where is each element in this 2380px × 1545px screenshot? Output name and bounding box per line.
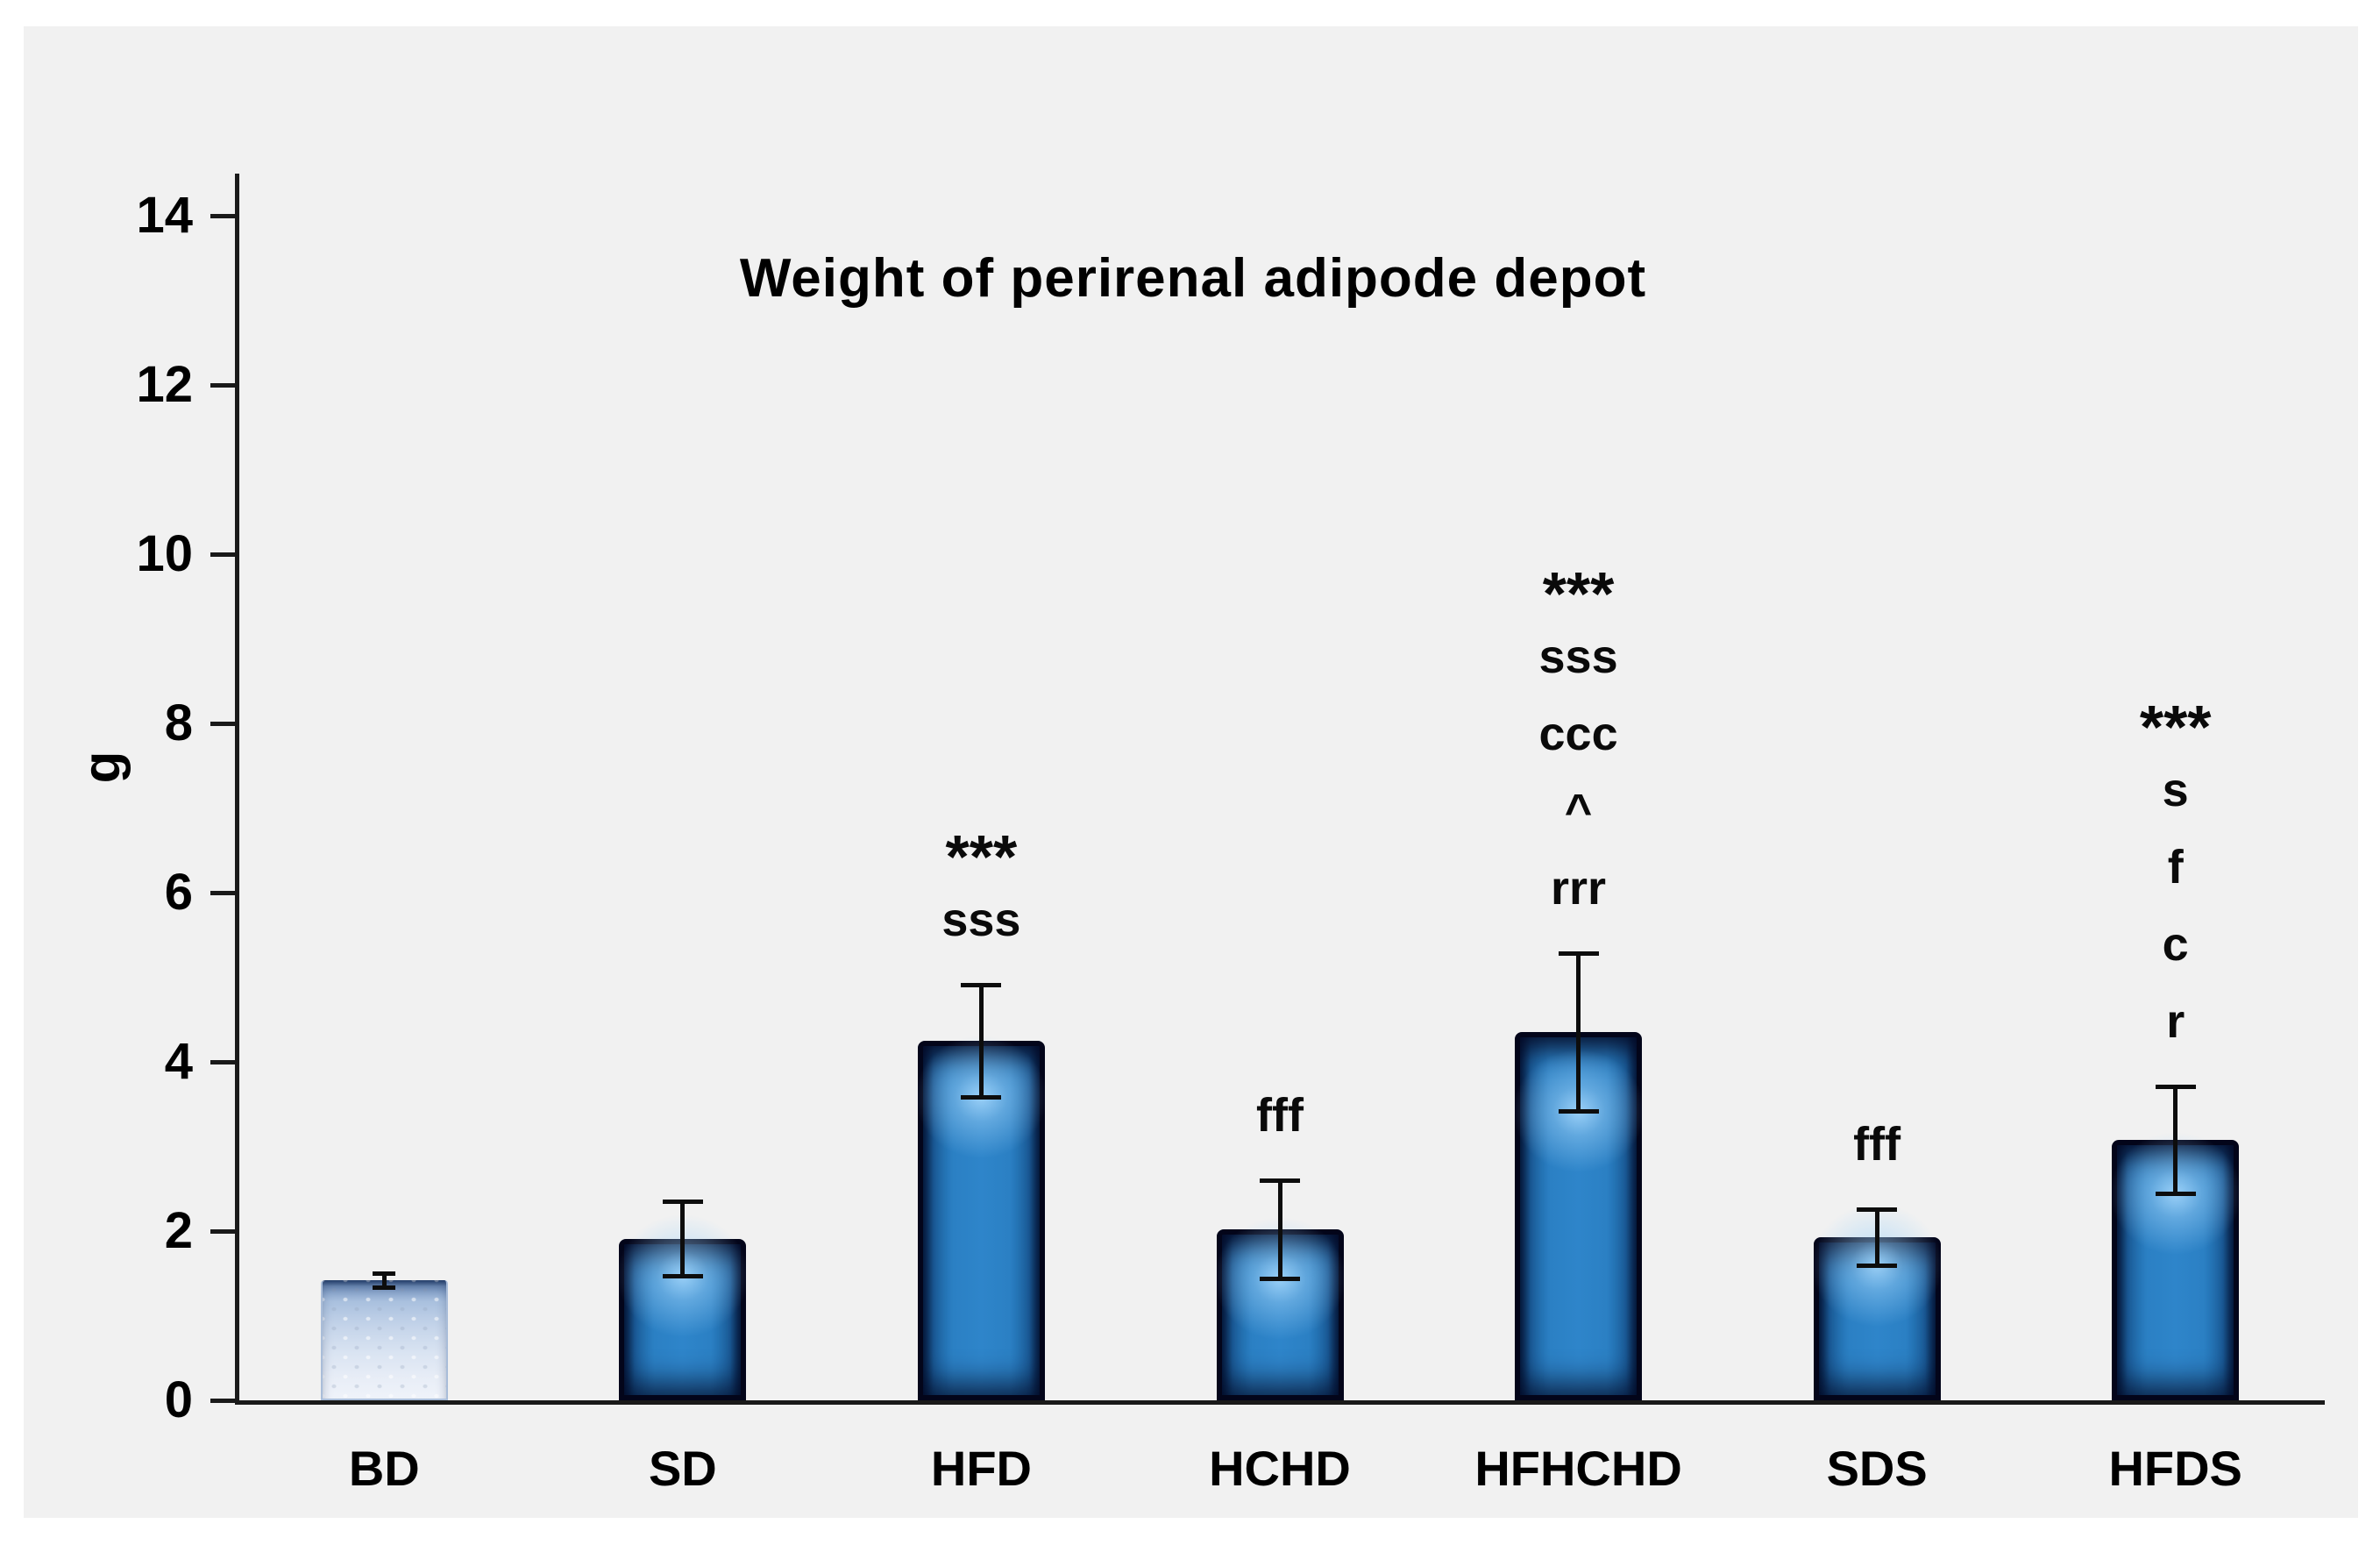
- error-bar-cap-top: [2155, 1084, 2196, 1089]
- significance-letters: fff: [1256, 1089, 1304, 1143]
- error-bar-cap-bottom: [961, 1094, 1002, 1100]
- y-tick-label: 14: [136, 187, 193, 244]
- error-bar-cap-top: [373, 1271, 396, 1277]
- error-bar-cap-top: [1857, 1207, 1898, 1212]
- significance-letters: f: [2167, 840, 2184, 894]
- significance-letters: r: [2166, 994, 2185, 1048]
- error-bar-cap-bottom: [2155, 1191, 2196, 1196]
- significance-letters: s: [2162, 763, 2189, 816]
- x-label-HFHCHD: HFHCHD: [1474, 1441, 1682, 1496]
- y-axis-line: [235, 174, 239, 1405]
- y-tick-mark: [210, 1399, 235, 1403]
- y-tick-label: 10: [136, 525, 193, 582]
- error-bar-line: [680, 1201, 686, 1277]
- error-bar-cap-top: [662, 1200, 703, 1205]
- y-tick-label: 4: [164, 1033, 193, 1090]
- error-bar-cap-top: [1260, 1178, 1300, 1184]
- error-bar-cap-top: [1558, 951, 1599, 957]
- error-bar-cap-bottom: [1558, 1108, 1599, 1114]
- y-tick-mark: [210, 891, 235, 895]
- x-label-HCHD: HCHD: [1209, 1441, 1351, 1496]
- x-label-BD: BD: [348, 1441, 420, 1496]
- significance-letters: ccc: [1538, 708, 1618, 761]
- significance-stars: ***: [1542, 559, 1615, 629]
- significance-stars: ***: [945, 822, 1018, 892]
- significance-letters: c: [2162, 917, 2189, 971]
- y-tick-mark: [210, 1229, 235, 1234]
- y-tick-mark: [210, 722, 235, 726]
- significance-stars: ***: [2139, 692, 2212, 761]
- bar-BD: [320, 1279, 448, 1400]
- error-bar-line: [2173, 1086, 2178, 1193]
- error-bar-cap-top: [961, 983, 1002, 988]
- x-label-HFDS: HFDS: [2108, 1441, 2242, 1496]
- x-label-SDS: SDS: [1826, 1441, 1928, 1496]
- error-bar-line: [1874, 1208, 1879, 1265]
- y-tick-label: 12: [136, 356, 193, 413]
- y-tick-label: 8: [164, 694, 193, 751]
- x-label-SD: SD: [648, 1441, 717, 1496]
- error-bar-cap-bottom: [1857, 1263, 1898, 1268]
- error-bar-line: [1576, 953, 1581, 1111]
- significance-letters: fff: [1853, 1117, 1901, 1171]
- y-tick-label: 6: [164, 864, 193, 921]
- significance-letters: ^: [1564, 785, 1593, 838]
- y-tick-label: 2: [164, 1202, 193, 1259]
- chart-panel: [24, 26, 2358, 1518]
- significance-letters: rrr: [1551, 862, 1607, 915]
- y-tick-label: 0: [164, 1371, 193, 1428]
- error-bar-line: [978, 985, 984, 1097]
- significance-letters: sss: [1538, 630, 1618, 684]
- chart-title: Weight of perirenal adipode depot: [739, 248, 1647, 309]
- x-axis-line: [235, 1400, 2325, 1405]
- y-tick-mark: [210, 383, 235, 388]
- error-bar-cap-bottom: [373, 1285, 396, 1290]
- error-bar-cap-bottom: [662, 1274, 703, 1279]
- y-tick-mark: [210, 1060, 235, 1064]
- significance-letters: sss: [941, 894, 1021, 947]
- x-label-HFD: HFD: [930, 1441, 1032, 1496]
- y-tick-mark: [210, 552, 235, 557]
- error-bar-line: [381, 1273, 387, 1287]
- error-bar-line: [1277, 1180, 1282, 1279]
- y-tick-mark: [210, 214, 235, 218]
- error-bar-cap-bottom: [1260, 1277, 1300, 1282]
